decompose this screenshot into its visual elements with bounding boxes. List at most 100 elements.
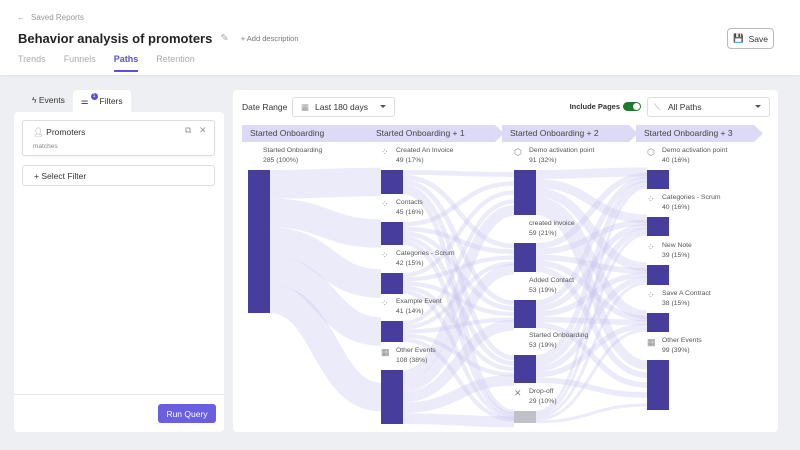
click-icon: ⁘ bbox=[647, 290, 655, 300]
path-link bbox=[402, 374, 515, 414]
path-node-bar[interactable] bbox=[514, 355, 536, 383]
path-link bbox=[402, 189, 515, 415]
grid-icon: ▦ bbox=[647, 337, 656, 347]
path-node-bar[interactable] bbox=[647, 265, 669, 285]
date-range-select[interactable]: ▦ Last 180 days bbox=[292, 97, 395, 117]
path-node-bar[interactable] bbox=[514, 411, 536, 423]
column-header: Started Onboarding + 1 bbox=[368, 125, 504, 142]
path-node-bar[interactable] bbox=[381, 273, 403, 294]
node-name: Save A Contract bbox=[662, 290, 711, 297]
path-node-bar[interactable] bbox=[381, 321, 403, 342]
tab-filters[interactable]: ⚌ 1 Filters bbox=[72, 90, 131, 112]
path-link bbox=[402, 205, 515, 381]
node-value: 39 (15%) bbox=[662, 252, 690, 259]
node-name: Drop-off bbox=[529, 388, 554, 395]
filter-card[interactable]: 👤︎ Promoters matches ⧉ ✕ bbox=[22, 120, 215, 156]
path-node-bar[interactable] bbox=[248, 170, 270, 313]
path-link bbox=[269, 167, 382, 199]
path-node-label: ▦ Other Events 108 (38%) bbox=[381, 346, 436, 366]
path-link bbox=[535, 260, 648, 322]
cube-icon: ⬡ bbox=[514, 147, 522, 157]
paths-select[interactable]: ⟍ All Paths bbox=[647, 97, 770, 117]
node-name: Other Events bbox=[396, 347, 436, 354]
path-link bbox=[402, 413, 515, 428]
path-node-bar[interactable] bbox=[647, 170, 669, 189]
include-pages-toggle[interactable] bbox=[623, 102, 641, 111]
close-icon[interactable]: ✕ bbox=[199, 125, 207, 135]
path-node-bar[interactable] bbox=[514, 243, 536, 272]
filter-count-badge: 1 bbox=[90, 93, 98, 100]
node-name: New Note bbox=[662, 242, 692, 249]
path-link bbox=[535, 322, 648, 388]
node-value: 29 (10%) bbox=[529, 398, 557, 405]
filter-condition: matches bbox=[33, 143, 58, 150]
path-link bbox=[535, 316, 648, 326]
path-node-bar[interactable] bbox=[381, 170, 403, 194]
path-link bbox=[535, 227, 648, 367]
column-header: Started Onboarding + 3 bbox=[636, 125, 763, 142]
path-node-bar[interactable] bbox=[514, 300, 536, 328]
path-link bbox=[269, 198, 382, 248]
pencil-icon[interactable]: ✎ bbox=[220, 33, 229, 44]
path-link bbox=[402, 231, 515, 311]
save-button[interactable]: 💾 Save bbox=[727, 28, 774, 49]
path-link bbox=[535, 377, 648, 398]
lightning-icon: ϟ bbox=[32, 95, 37, 105]
path-node-label: created invoice 59 (21%) bbox=[529, 219, 575, 239]
node-name: Contacts bbox=[396, 199, 423, 206]
user-icon: 👤︎ bbox=[33, 127, 44, 137]
column-header: Started Onboarding + 2 bbox=[502, 125, 638, 142]
click-icon: ⁘ bbox=[647, 194, 655, 204]
path-link bbox=[402, 240, 515, 417]
path-link bbox=[535, 188, 648, 272]
save-label: Save bbox=[748, 33, 768, 44]
path-link bbox=[402, 263, 515, 392]
path-node-bar[interactable] bbox=[514, 170, 536, 215]
tab-trends[interactable]: Trends bbox=[18, 54, 46, 64]
node-value: 45 (16%) bbox=[396, 209, 424, 216]
path-link bbox=[535, 197, 648, 320]
path-node-label: ⁘ Example Event 41 (14%) bbox=[381, 297, 442, 317]
save-icon: 💾 bbox=[733, 33, 744, 43]
path-link bbox=[402, 289, 515, 420]
path-link bbox=[535, 328, 648, 421]
node-name: Categories - Scrum bbox=[396, 250, 455, 257]
path-node-bar[interactable] bbox=[647, 313, 669, 332]
path-link bbox=[535, 172, 648, 249]
node-value: 285 (100%) bbox=[263, 157, 299, 164]
add-description-label: Add description bbox=[246, 34, 299, 43]
back-link[interactable]: ← Saved Reports bbox=[17, 13, 84, 22]
chevron-down-icon bbox=[755, 105, 761, 108]
date-range-label: Date Range bbox=[242, 102, 288, 112]
copy-icon[interactable]: ⧉ bbox=[185, 125, 192, 135]
node-value: 42 (15%) bbox=[396, 260, 424, 267]
node-value: 40 (16%) bbox=[662, 204, 690, 211]
run-query-button[interactable]: Run Query bbox=[158, 404, 216, 423]
tab-retention[interactable]: Retention bbox=[156, 54, 195, 64]
grid-icon: ▦ bbox=[381, 347, 390, 357]
path-link bbox=[402, 333, 515, 377]
path-link bbox=[535, 176, 648, 306]
path-link bbox=[402, 337, 515, 422]
path-link bbox=[535, 281, 648, 419]
select-filter-button[interactable]: + Select Filter bbox=[22, 165, 215, 186]
node-value: 40 (16%) bbox=[662, 157, 690, 164]
node-name: created invoice bbox=[529, 220, 575, 227]
path-node-bar[interactable] bbox=[647, 217, 669, 236]
path-node-bar[interactable] bbox=[381, 222, 403, 245]
path-link bbox=[535, 223, 648, 312]
node-value: 59 (21%) bbox=[529, 230, 557, 237]
filters-panel: 👤︎ Promoters matches ⧉ ✕ + Select Filter… bbox=[14, 112, 224, 432]
page-title: Behavior analysis of promoters bbox=[18, 31, 213, 46]
node-name: Other Events bbox=[662, 337, 702, 344]
path-link bbox=[402, 285, 515, 372]
add-description-button[interactable]: + Add description bbox=[240, 34, 299, 43]
tab-paths[interactable]: Paths bbox=[113, 54, 139, 72]
tab-events[interactable]: ϟ Events bbox=[24, 90, 73, 112]
date-range-value: Last 180 days bbox=[315, 102, 368, 112]
tab-funnels[interactable]: Funnels bbox=[63, 54, 96, 64]
path-node-bar[interactable] bbox=[647, 360, 669, 410]
path-node-bar[interactable] bbox=[381, 370, 403, 424]
path-link bbox=[535, 185, 648, 414]
click-icon: ⁘ bbox=[381, 298, 389, 308]
